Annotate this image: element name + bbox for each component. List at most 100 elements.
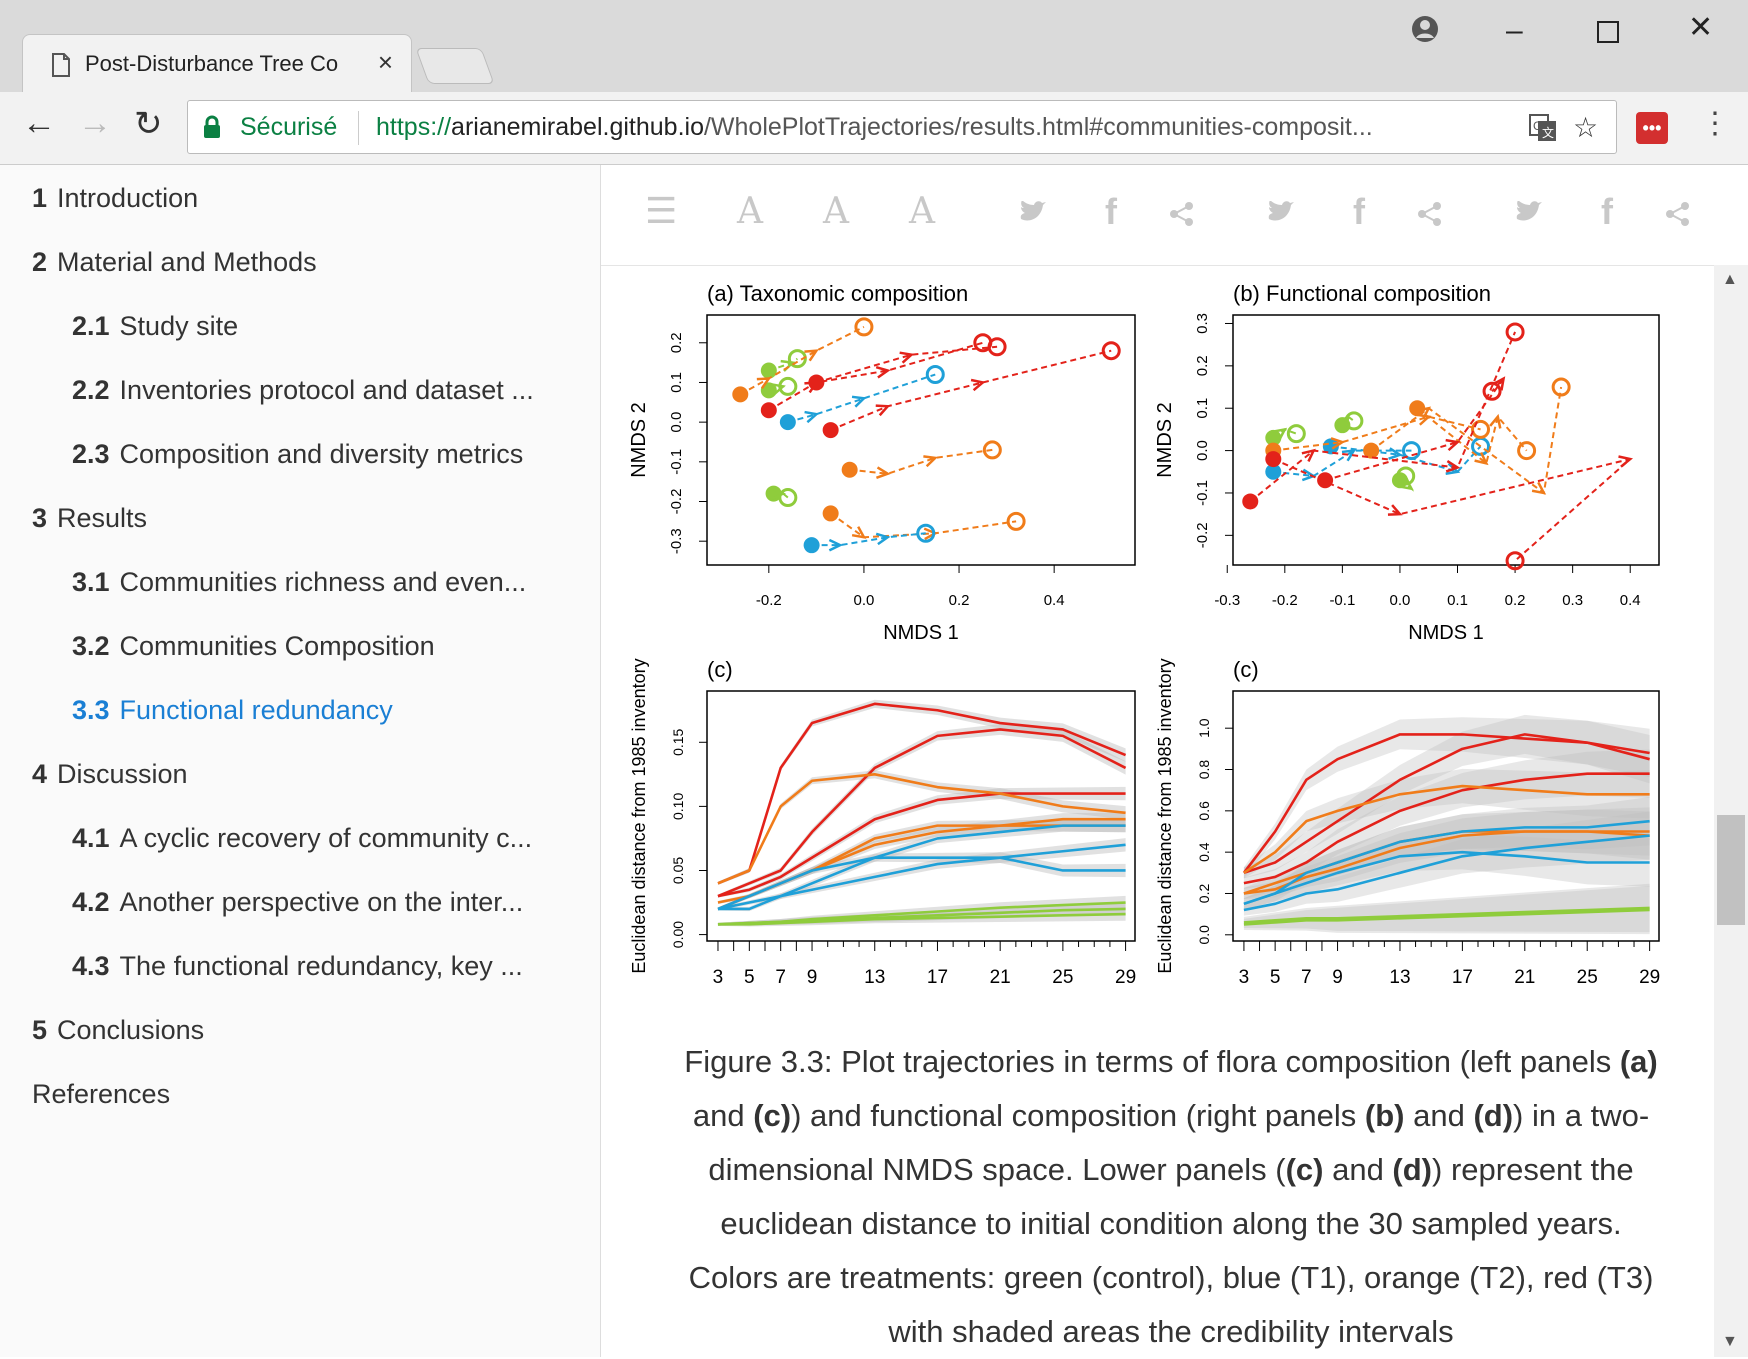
toc-item-5[interactable]: 5 Conclusions xyxy=(32,1015,204,1046)
document-icon xyxy=(52,53,70,77)
font-settings-icon[interactable]: A xyxy=(737,191,763,232)
toc-label: Composition and diversity metrics xyxy=(119,439,524,469)
trajectory-arrow xyxy=(1474,451,1489,466)
chrome-menu-icon[interactable]: ⋮ xyxy=(1700,107,1730,140)
share-icon[interactable] xyxy=(1169,201,1195,227)
toc-label: Communities richness and even... xyxy=(119,567,527,597)
facebook-icon-3[interactable]: f xyxy=(1601,191,1613,232)
credibility-band xyxy=(1243,885,1650,935)
facebook-icon[interactable]: f xyxy=(1105,191,1117,232)
reload-icon[interactable]: ↻ xyxy=(134,105,163,143)
toc-item-4-3[interactable]: 4.3 The functional redundancy, key ... xyxy=(72,951,523,982)
toc-item-2-2[interactable]: 2.2 Inventories protocol and dataset ... xyxy=(72,375,534,406)
x-tick-label: 21 xyxy=(1514,967,1535,988)
start-point xyxy=(760,362,777,379)
start-point xyxy=(732,386,749,403)
toc-number: 4.1 xyxy=(72,823,110,853)
x-tick-label: 7 xyxy=(1301,967,1312,988)
back-icon[interactable]: ← xyxy=(22,104,56,142)
minimize-icon[interactable]: – xyxy=(1506,14,1523,47)
series-line xyxy=(717,773,1126,885)
toc-item-references[interactable]: References xyxy=(32,1079,170,1110)
end-point xyxy=(778,376,798,396)
end-point xyxy=(854,317,874,337)
trajectory-arrow xyxy=(875,532,891,546)
end-point xyxy=(778,488,798,508)
toc-item-4-1[interactable]: 4.1 A cyclic recovery of community c... xyxy=(72,823,532,854)
twitter-icon-3[interactable] xyxy=(1515,201,1543,225)
chart-title: (a) Taxonomic composition xyxy=(707,281,968,306)
trajectory-arrow xyxy=(899,351,915,364)
y-tick-label: 0.0 xyxy=(1196,925,1212,945)
share-icon-3[interactable] xyxy=(1665,201,1691,227)
toggle-sidebar-icon[interactable]: ☰ xyxy=(645,191,678,232)
book-content: ☰ A A A f f f (a) Taxonomic composition N… xyxy=(601,165,1748,1357)
omnibox-divider xyxy=(358,111,359,145)
font-settings-icon-3[interactable]: A xyxy=(909,191,935,232)
maximize-icon[interactable] xyxy=(1597,21,1619,43)
series-line xyxy=(717,728,1127,898)
credibility-band xyxy=(1243,796,1650,910)
font-settings-icon-2[interactable]: A xyxy=(823,191,849,232)
end-point xyxy=(916,523,936,543)
toc-item-1[interactable]: 1 Introduction xyxy=(32,183,198,214)
toc-item-4[interactable]: 4 Discussion xyxy=(32,759,188,790)
address-bar[interactable]: Sécurisé https://arianemirabel.github.io… xyxy=(187,100,1617,154)
toc-item-3[interactable]: 3 Results xyxy=(32,503,147,534)
toc-item-2-1[interactable]: 2.1 Study site xyxy=(72,311,238,342)
series-line xyxy=(717,702,1127,885)
trajectory-line xyxy=(1416,407,1528,466)
toc-item-2-3[interactable]: 2.3 Composition and diversity metrics xyxy=(72,439,523,470)
share-icon-2[interactable] xyxy=(1417,201,1443,227)
secure-label: Sécurisé xyxy=(240,113,338,141)
plot-frame xyxy=(706,314,1136,566)
browser-tab-active[interactable]: Post-Disturbance Tree Co × xyxy=(22,34,412,92)
close-window-icon[interactable]: ✕ xyxy=(1688,11,1714,44)
credibility-band xyxy=(1243,811,1650,916)
toc-item-3-1[interactable]: 3.1 Communities richness and even... xyxy=(72,567,526,598)
trajectory-arrow xyxy=(1301,448,1316,462)
trajectory-arrow xyxy=(804,349,819,362)
y-tick-label: -0.1 xyxy=(1194,480,1211,506)
y-tick-label: 0.3 xyxy=(1194,313,1211,334)
profile-icon[interactable] xyxy=(1410,14,1440,44)
scrollbar[interactable]: ▲ ▼ xyxy=(1714,265,1748,1357)
chart-panel-3: (c) Euclidean distance from 1985 inventor… xyxy=(629,657,1136,988)
scroll-up-icon[interactable]: ▲ xyxy=(1722,271,1738,288)
toc-sidebar: 1 Introduction 2 Material and Methods 2.1 Stu… xyxy=(0,165,601,1357)
toc-item-3-2[interactable]: 3.2 Communities Composition xyxy=(72,631,435,662)
trajectory-line xyxy=(768,341,984,412)
trajectory-arrow xyxy=(828,538,844,552)
trajectory-arrow xyxy=(1330,437,1346,450)
toc-item-2[interactable]: 2 Material and Methods xyxy=(32,247,317,278)
trajectory-line xyxy=(1249,331,1517,503)
trajectory-arrow xyxy=(1618,455,1634,468)
trajectory-line xyxy=(849,448,993,475)
scrollbar-thumb[interactable] xyxy=(1717,815,1745,925)
toc-item-4-2[interactable]: 4.2 Another perspective on the inter... xyxy=(72,887,523,918)
svg-text:G: G xyxy=(1533,119,1542,133)
x-tick-label: 7 xyxy=(775,967,786,988)
toc-item-3-3[interactable]: 3.3 Functional redundancy xyxy=(72,695,393,726)
bookmark-star-icon[interactable]: ☆ xyxy=(1573,112,1599,143)
end-point xyxy=(987,337,1007,357)
scroll-down-icon[interactable]: ▼ xyxy=(1722,1333,1738,1350)
y-tick-label: -0.1 xyxy=(668,449,685,475)
extension-icon[interactable]: ••• xyxy=(1636,112,1668,144)
new-tab-button[interactable] xyxy=(415,48,495,84)
close-tab-icon[interactable]: × xyxy=(377,47,393,77)
x-tick-label: 0.2 xyxy=(949,592,970,609)
toc-number: 4.3 xyxy=(72,951,110,981)
facebook-icon-2[interactable]: f xyxy=(1353,191,1365,232)
forward-icon[interactable]: → xyxy=(78,104,112,142)
end-point xyxy=(1551,377,1571,397)
twitter-icon-2[interactable] xyxy=(1267,201,1295,225)
y-tick-label: -0.3 xyxy=(668,528,685,554)
trajectory-line xyxy=(830,512,1017,539)
url-text[interactable]: https://arianemirabel.github.io/WholePlo… xyxy=(376,113,1373,141)
y-tick-label: 0.0 xyxy=(668,412,685,433)
twitter-icon[interactable] xyxy=(1019,201,1047,225)
browser-toolbar: ← → ↻ Sécurisé https://arianemirabel.git… xyxy=(0,92,1748,165)
x-tick-label: 3 xyxy=(1239,967,1250,988)
